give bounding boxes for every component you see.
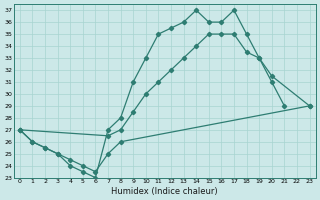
X-axis label: Humidex (Indice chaleur): Humidex (Indice chaleur) [111,187,218,196]
